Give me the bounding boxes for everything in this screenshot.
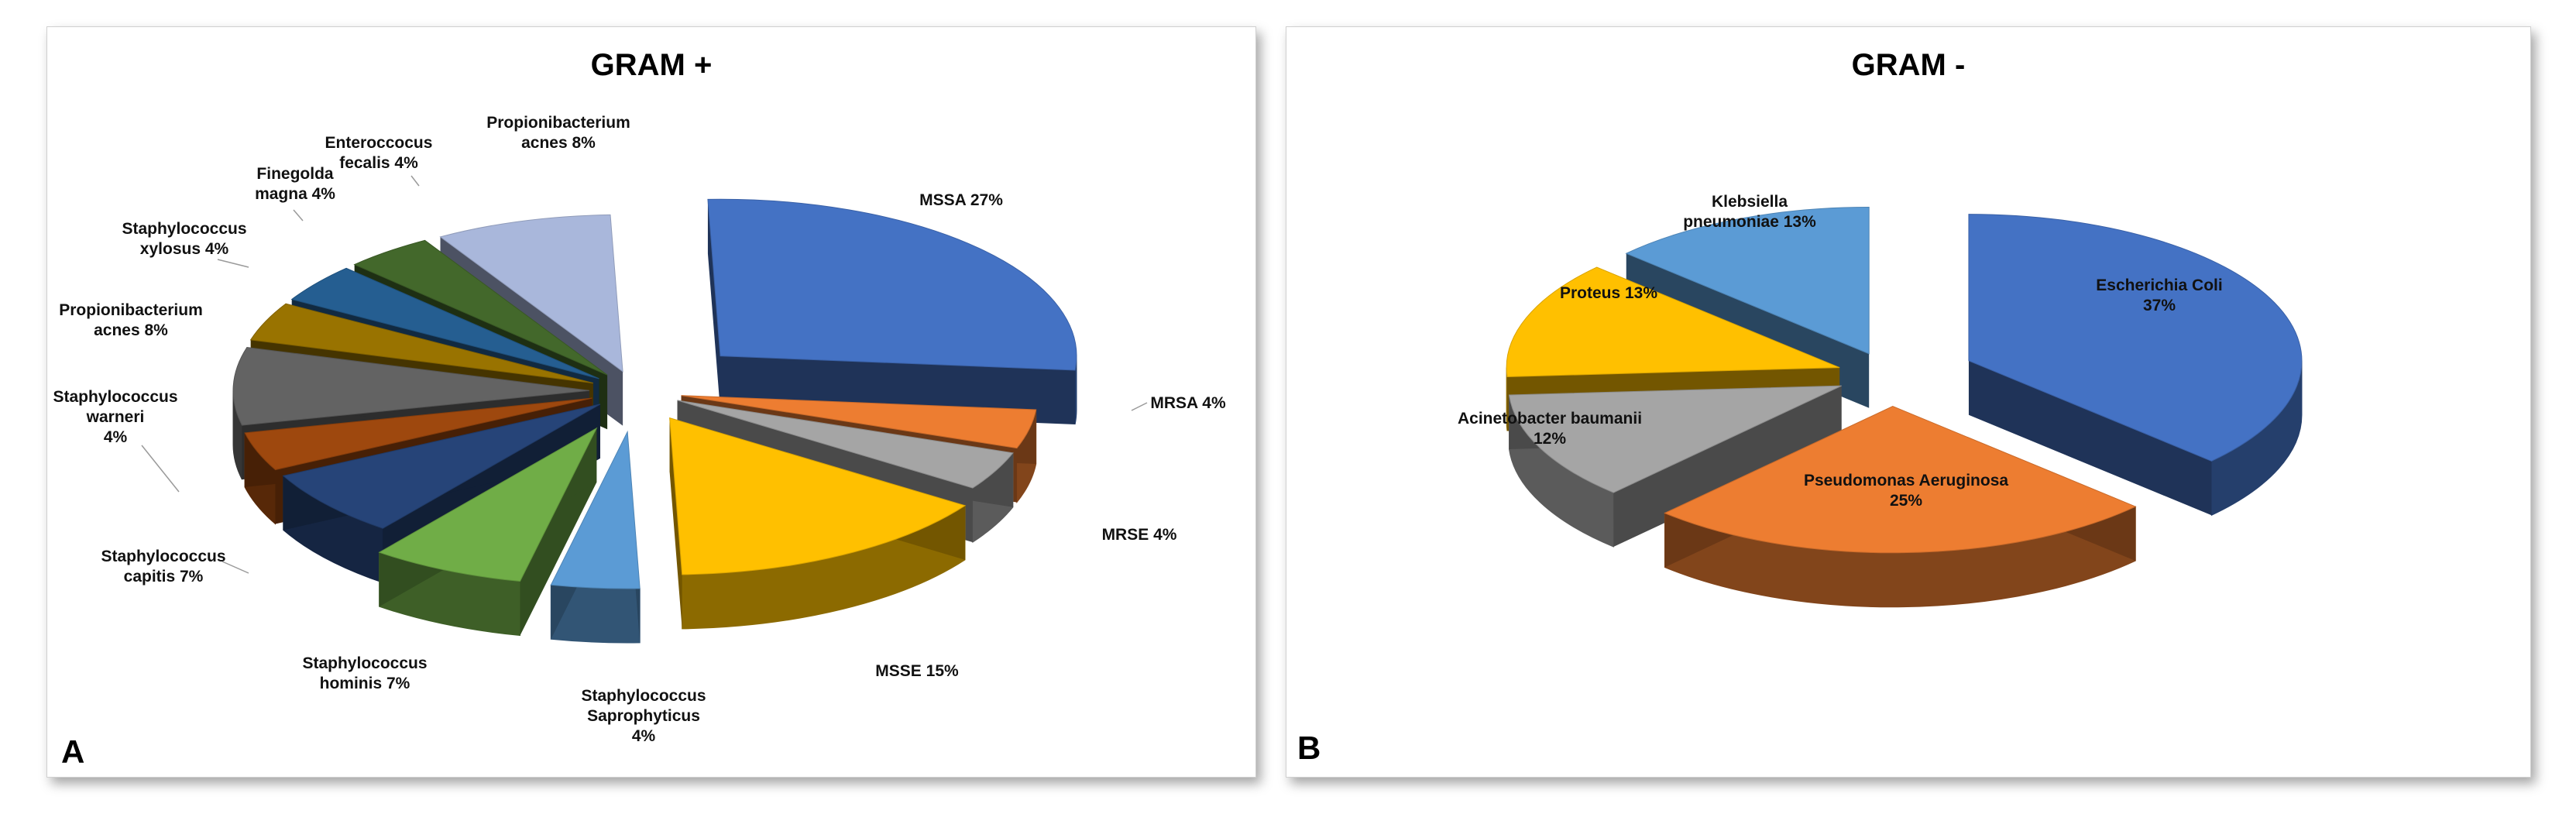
slice-label: Staphylococcus warneri 4% xyxy=(53,388,177,446)
slice-labels: Escherichia Coli 37% Pseudomonas Aeruginos… xyxy=(1458,193,2223,510)
slice-label: Acinetobacter baumanii 12% xyxy=(1458,410,1642,448)
leader-line xyxy=(1131,402,1148,411)
slice-label: MRSA 4% xyxy=(1150,394,1226,412)
slice-top xyxy=(677,400,1014,489)
slice-top xyxy=(1664,406,2137,554)
slice-top xyxy=(669,417,967,575)
leader-line xyxy=(141,445,180,493)
slice-label: Propionibacterium acnes 8% xyxy=(59,301,203,339)
slice-labels: MSSA 27% MRSA 4% MRSE 4% MSSE 15% Staphyloco… xyxy=(53,114,1225,745)
chart-panel-a: GRAM + A MSSA 27% MRSA 4% MRSE 4% MSSE 15% S… xyxy=(46,26,1256,778)
leader-line xyxy=(222,561,249,574)
slices-group xyxy=(232,198,1077,644)
slice-label: Klebsiella pneumoniae 13% xyxy=(1683,193,1816,231)
slices-group xyxy=(1506,207,2303,608)
pie-chart-gram-negative: GRAM - B Escherichia Coli 37% Pseudomonas … xyxy=(1297,48,2303,766)
slice-top xyxy=(1508,385,1842,493)
slice-label: MRSE 4% xyxy=(1102,526,1177,544)
pie-slice xyxy=(550,430,641,644)
slice-label: Staphylococcus capitis 7% xyxy=(101,548,225,586)
slice-top xyxy=(282,404,601,529)
pie-slice xyxy=(378,427,598,637)
slice-face xyxy=(707,199,720,410)
slice-top xyxy=(378,427,598,582)
slice-label: Staphylococcus Saprophyticus 4% xyxy=(581,687,706,745)
chart-panel-b: GRAM - B Escherichia Coli 37% Pseudomonas … xyxy=(1286,26,2531,778)
slice-label: Pseudomonas Aeruginosa 25% xyxy=(1804,472,2008,510)
slice-top xyxy=(550,430,641,589)
leader-line xyxy=(293,209,304,222)
slice-top xyxy=(707,198,1077,371)
slice-label: Finegolda magna 4% xyxy=(255,165,335,203)
slice-label: MSSA 27% xyxy=(919,191,1003,209)
slice-top xyxy=(290,267,599,380)
slice-top xyxy=(244,397,592,471)
slice-face xyxy=(1968,360,2212,516)
leader-lines xyxy=(141,175,1148,574)
slice-top xyxy=(232,346,590,426)
pie-slice xyxy=(707,198,1077,425)
pie-slice xyxy=(1968,214,2303,517)
slice-label: Proteus 13% xyxy=(1560,284,1657,302)
slice-label: Enteroccocus fecalis 4% xyxy=(325,134,433,172)
slice-top xyxy=(249,303,593,384)
chart-title: GRAM + xyxy=(591,48,713,82)
slice-label: MSSE 15% xyxy=(875,662,959,680)
pie-slice xyxy=(1508,385,1842,548)
slice-top xyxy=(1968,214,2303,462)
leader-line xyxy=(217,259,249,268)
pie-slice xyxy=(1664,406,2137,608)
slice-label: Staphylococcus hominis 7% xyxy=(302,654,427,692)
panel-label: A xyxy=(61,733,84,770)
slice-top xyxy=(353,239,608,376)
slice-top xyxy=(1625,207,1870,355)
slice-top xyxy=(1506,266,1840,377)
leader-line xyxy=(410,175,420,187)
pie-chart-gram-positive: GRAM + A MSSA 27% MRSA 4% MRSE 4% MSSE 15% S… xyxy=(53,48,1225,770)
slice-label: Staphylococcus xylosus 4% xyxy=(122,220,246,258)
chart-title: GRAM - xyxy=(1852,48,1966,82)
pie-slice xyxy=(669,417,967,630)
slice-face xyxy=(669,417,682,629)
panel-label: B xyxy=(1297,730,1321,766)
slice-label: Propionibacterium acnes 8% xyxy=(486,114,630,152)
slice-top xyxy=(681,395,1037,449)
slice-label: Escherichia Coli 37% xyxy=(2096,276,2222,314)
slice-top xyxy=(439,214,623,373)
